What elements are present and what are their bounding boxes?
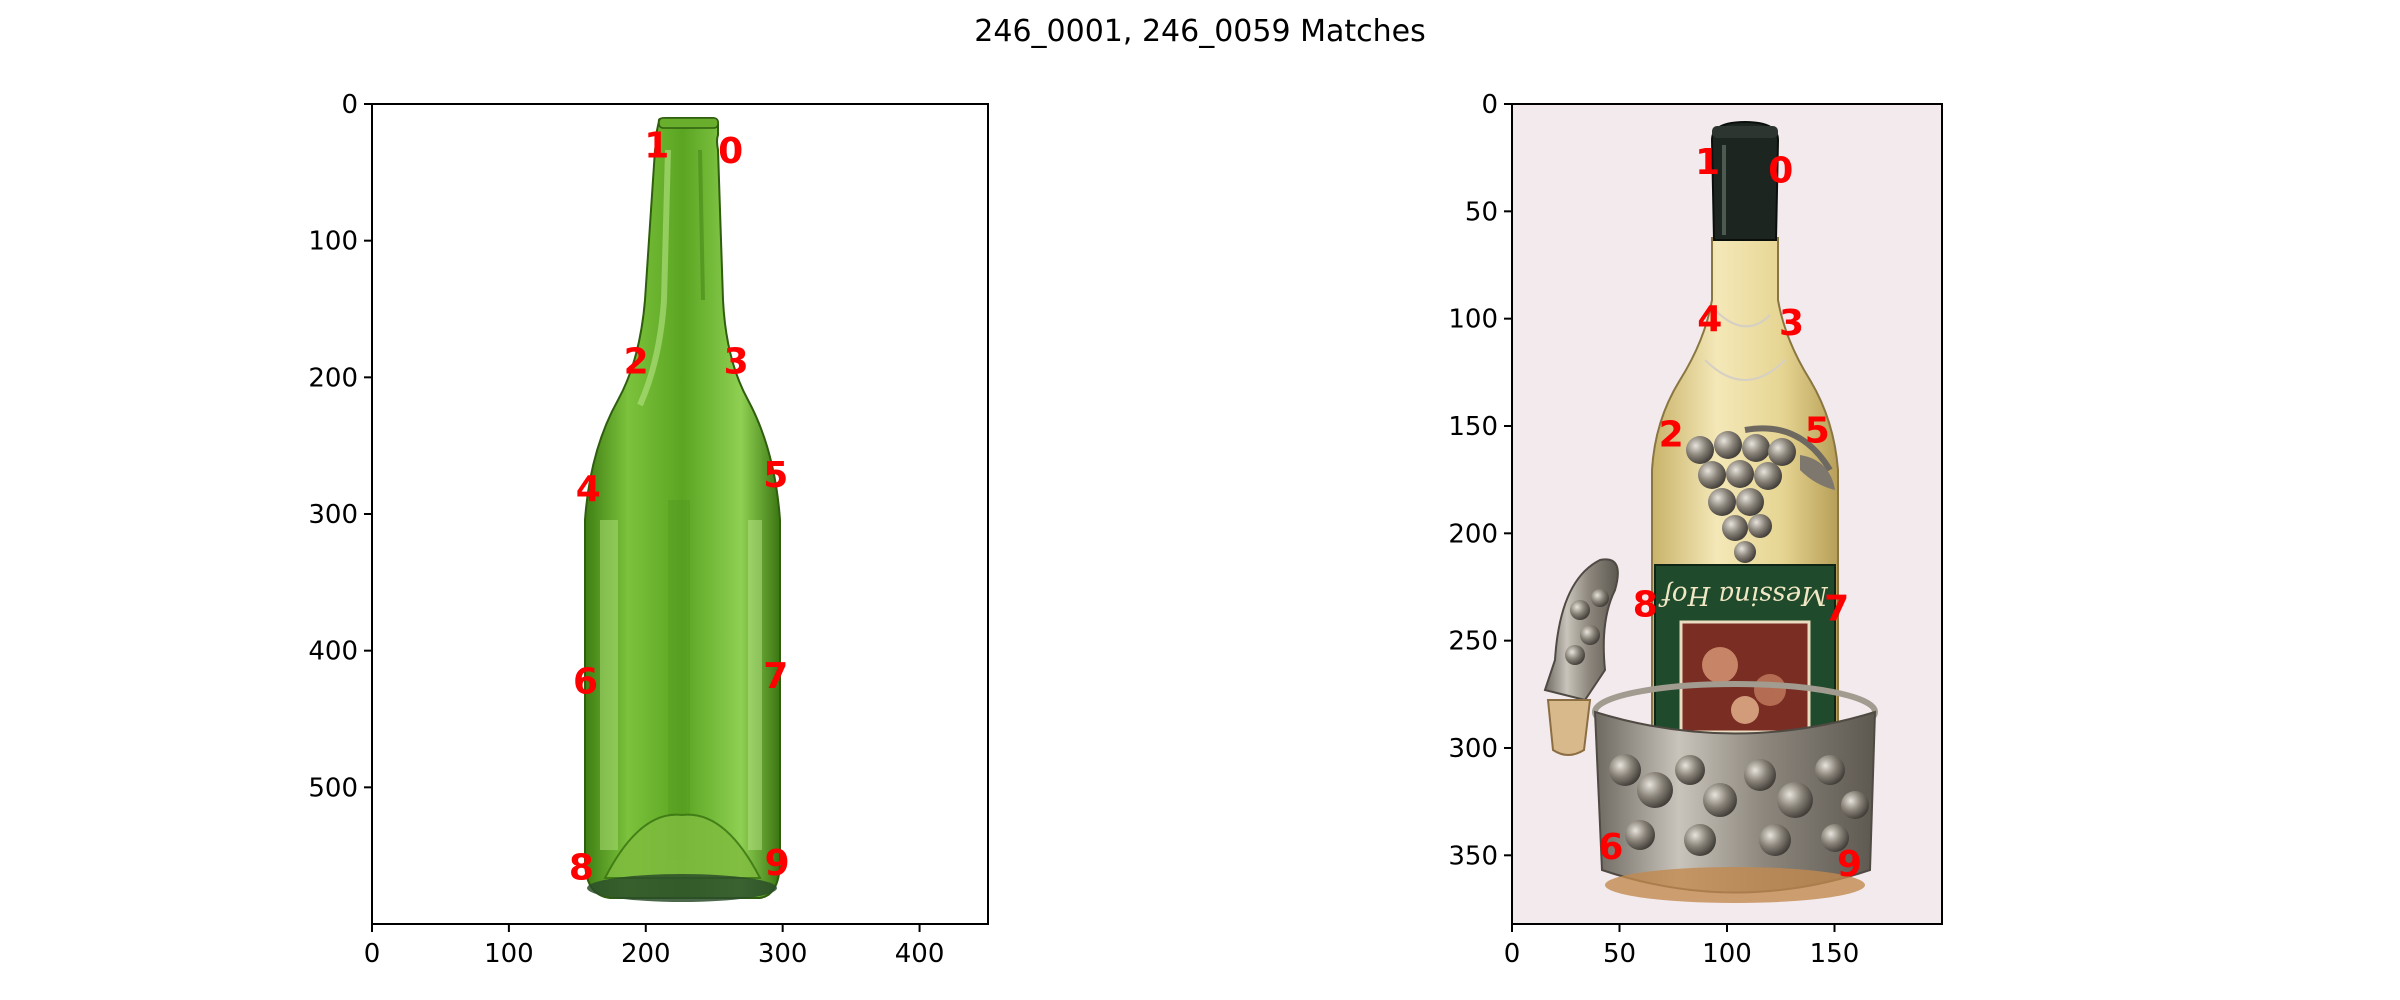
keypoint-label-5: 5 [1805, 410, 1830, 451]
y-tick-label: 250 [1448, 627, 1498, 657]
keypoint-label-4: 4 [576, 469, 601, 510]
keypoint-label-6: 6 [573, 661, 598, 702]
x-tick-label: 300 [758, 939, 808, 969]
right-keypoints: 0 1 2 3 4 5 6 7 8 9 [1598, 142, 1862, 885]
label-text: Messina Hof [1658, 580, 1829, 610]
keypoint-label-7: 7 [763, 656, 788, 697]
keypoint-label-8: 8 [569, 847, 594, 888]
keypoint-label-1: 1 [644, 126, 669, 167]
y-tick-label: 300 [308, 500, 358, 530]
grape-pendant [1686, 425, 1835, 563]
x-tick-label: 0 [1504, 939, 1521, 969]
figure-title: 246_0001, 246_0059 Matches [974, 14, 1426, 49]
keypoint-label-0: 0 [718, 131, 743, 172]
y-tick-label: 300 [1448, 734, 1498, 764]
keypoint-label-4: 4 [1697, 299, 1722, 340]
y-tick-label: 0 [341, 90, 358, 120]
x-tick-label: 200 [621, 939, 671, 969]
y-tick-label: 100 [308, 227, 358, 257]
x-tick-label: 100 [484, 939, 534, 969]
x-tick-label: 400 [895, 939, 945, 969]
silver-coaster [1592, 681, 1878, 903]
keypoint-label-3: 3 [1779, 303, 1804, 344]
keypoint-label-2: 2 [1659, 415, 1684, 456]
y-tick-label: 100 [1448, 305, 1498, 335]
keypoint-label-0: 0 [1768, 151, 1793, 192]
x-tick-label: 100 [1702, 939, 1752, 969]
wine-bottle-image: Messina Hof [1543, 120, 1878, 903]
y-tick-label: 200 [308, 363, 358, 393]
keypoint-label-6: 6 [1598, 827, 1623, 868]
y-tick-label: 500 [308, 773, 358, 803]
green-bottle-image [584, 117, 781, 902]
x-tick-label: 0 [364, 939, 381, 969]
y-tick-label: 200 [1448, 519, 1498, 549]
y-tick-label: 150 [1448, 412, 1498, 442]
x-tick-label: 150 [1810, 939, 1860, 969]
y-tick-label: 400 [308, 637, 358, 667]
keypoint-label-5: 5 [763, 455, 788, 496]
y-tick-label: 0 [1481, 90, 1498, 120]
keypoint-label-9: 9 [1837, 844, 1862, 885]
keypoint-label-7: 7 [1824, 589, 1849, 630]
right-panel: Messina Hof [1448, 90, 1943, 969]
left-y-axis: 0 100 200 300 400 500 [308, 90, 372, 803]
keypoint-label-3: 3 [724, 342, 749, 383]
grape-stopper [1543, 558, 1619, 756]
keypoint-label-1: 1 [1695, 142, 1720, 183]
left-panel: 0 100 200 300 400 0 100 200 300 400 500 0 1 2 3 4 5 6 7 8… [308, 90, 989, 969]
left-keypoints: 0 1 2 3 4 5 6 7 8 9 [569, 126, 790, 889]
y-tick-label: 350 [1448, 841, 1498, 871]
keypoint-label-2: 2 [624, 342, 649, 383]
left-x-axis: 0 100 200 300 400 [364, 924, 945, 969]
y-tick-label: 50 [1465, 197, 1498, 227]
right-y-axis: 0 50 100 150 200 250 300 350 [1448, 90, 1512, 871]
right-x-axis: 0 50 100 150 [1504, 924, 1860, 969]
keypoint-label-8: 8 [1633, 584, 1658, 625]
keypoint-label-9: 9 [765, 843, 790, 884]
x-tick-label: 50 [1603, 939, 1636, 969]
